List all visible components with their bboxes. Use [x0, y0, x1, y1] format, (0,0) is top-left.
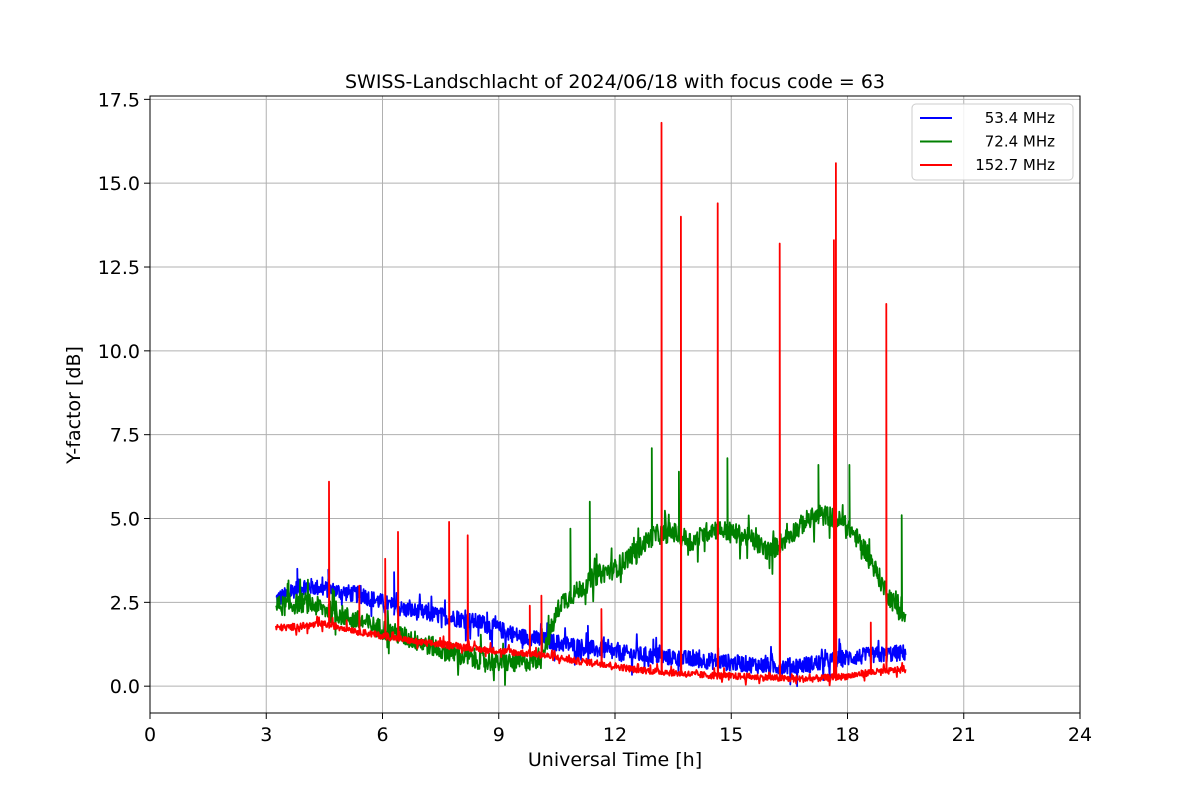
y-tick-label: 12.5: [98, 257, 140, 279]
x-tick-label: 24: [1068, 724, 1092, 746]
y-tick-label: 0.0: [110, 676, 140, 698]
legend: 53.4 MHz 72.4 MHz 152.7 MHz: [911, 103, 1074, 181]
series-layer: [275, 121, 907, 688]
legend-entry-label: 53.4 MHz: [985, 109, 1055, 127]
series-line: [275, 567, 907, 688]
y-tick-label: 10.0: [98, 341, 140, 363]
y-tick-label: 7.5: [110, 425, 140, 447]
legend-entry-label: 152.7 MHz: [975, 156, 1055, 174]
x-tick-label: 0: [144, 724, 156, 746]
y-axis-label: Y-factor [dB]: [63, 346, 85, 465]
x-tick-label: 3: [260, 724, 272, 746]
legend-box: [911, 103, 1074, 181]
y-tick-label: 17.5: [98, 89, 140, 111]
chart-title: SWISS-Landschlacht of 2024/06/18 with fo…: [345, 71, 885, 93]
y-tick-label: 2.5: [110, 592, 140, 614]
x-tick-label: 18: [835, 724, 859, 746]
x-tick-label: 21: [952, 724, 976, 746]
ticks: 0 3 6 9 12 15 18 21 24 0.0 2.5 5.0 7.5 10.0 12.5 15.0 17…: [98, 89, 1092, 746]
series-line: [275, 121, 907, 687]
y-tick-label: 15.0: [98, 173, 140, 195]
x-tick-label: 12: [603, 724, 627, 746]
x-tick-label: 6: [376, 724, 388, 746]
x-axis-label: Universal Time [h]: [528, 749, 702, 771]
x-tick-label: 15: [719, 724, 743, 746]
x-tick-label: 9: [493, 724, 505, 746]
legend-entry-label: 72.4 MHz: [985, 133, 1055, 151]
y-tick-label: 5.0: [110, 509, 140, 531]
